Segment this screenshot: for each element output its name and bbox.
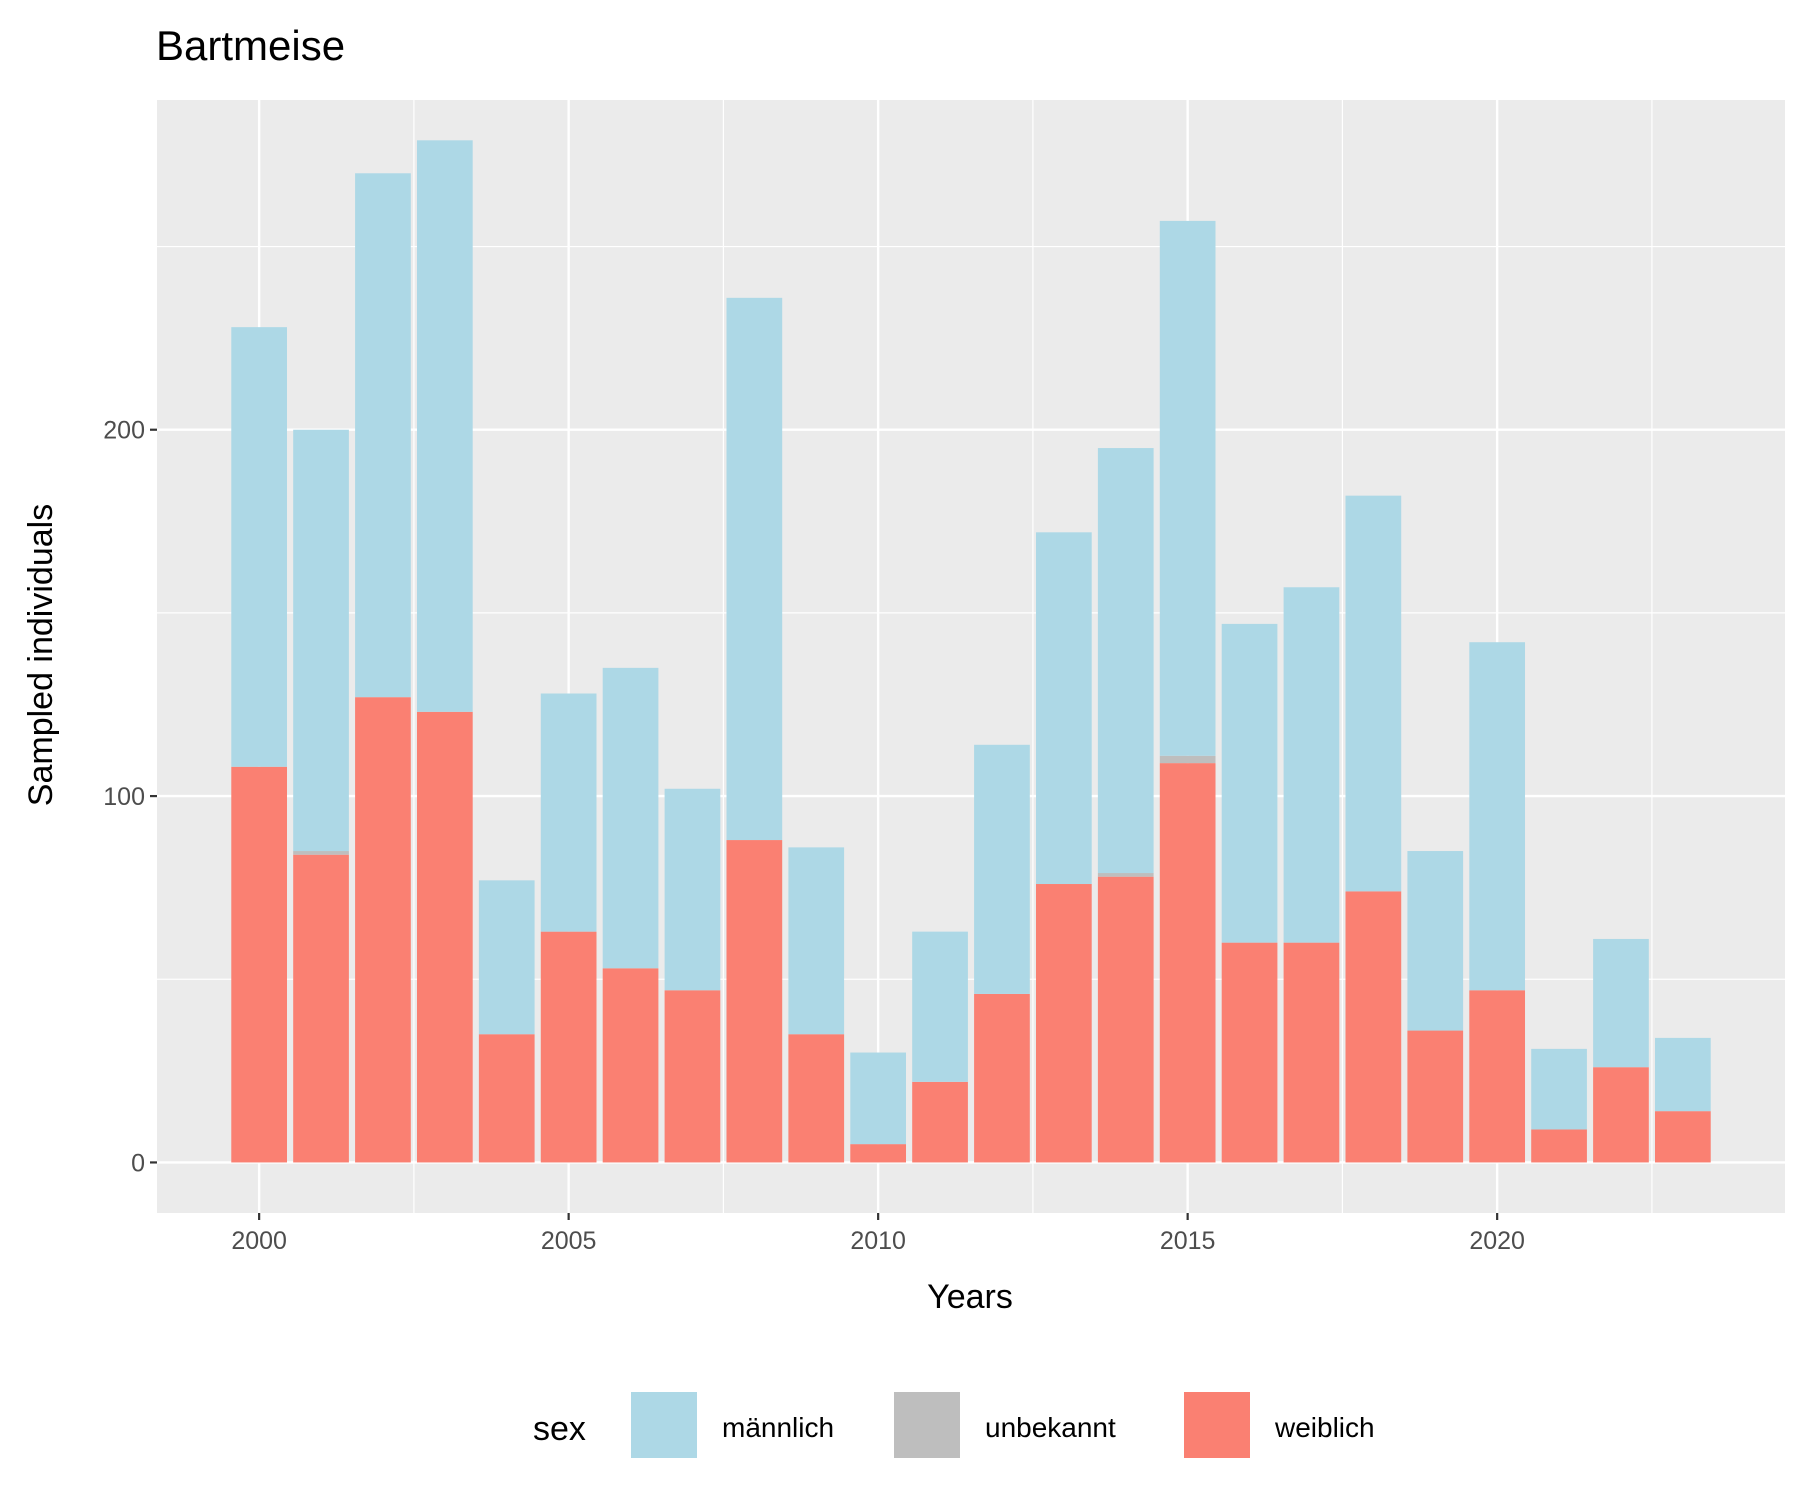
bar-weiblich-2012 [974,993,1030,1163]
bar-weiblich-2004 [478,1034,535,1163]
legend-key-männlich [629,1390,699,1460]
bar-weiblich-2008 [726,840,783,1163]
bar-weiblich-2017 [1283,942,1340,1163]
bar-weiblich-2015 [1159,763,1216,1163]
bar-männlich-2023 [1655,1037,1711,1112]
y-tick-label: 0 [131,1149,145,1177]
bar-weiblich-2002 [355,697,411,1163]
chart-title: Bartmeise [156,22,345,69]
bar-weiblich-2023 [1655,1111,1711,1163]
bar-männlich-2005 [540,693,597,932]
bar-männlich-2006 [602,667,659,969]
bar-weiblich-2000 [231,766,287,1163]
legend-label-männlich: männlich [722,1412,834,1443]
bar-männlich-2003 [416,140,473,712]
y-axis: 0 100 200 [103,417,157,1177]
legend-label-weiblich: weiblich [1274,1412,1375,1443]
bar-weiblich-2003 [416,711,473,1163]
legend-key-weiblich [1182,1390,1252,1460]
bar-männlich-2019 [1407,851,1464,1031]
bar-männlich-2017 [1283,587,1340,943]
bar-männlich-2009 [788,847,845,1035]
bar-weiblich-2021 [1531,1129,1587,1163]
bar-weiblich-2013 [1035,884,1092,1163]
bar-weiblich-2020 [1469,990,1526,1163]
x-axis-title: Years [927,1278,1013,1316]
y-tick-label: 200 [103,417,145,445]
y-axis-title: Sampled individuals [22,504,60,806]
bar-weiblich-2022 [1593,1067,1649,1163]
series-weiblich [231,697,1711,1163]
bar-männlich-2000 [231,327,287,767]
bar-männlich-2007 [664,788,721,991]
bar-männlich-2021 [1531,1048,1587,1130]
plot-panel [157,100,1785,1213]
bar-weiblich-2007 [664,990,721,1163]
bar-männlich-2018 [1345,495,1402,892]
x-tick-label: 2015 [1160,1227,1216,1255]
series-männlich [231,140,1711,1145]
x-tick-label: 2005 [541,1227,597,1255]
x-tick-label: 2020 [1469,1227,1525,1255]
bar-männlich-2016 [1221,623,1278,943]
legend-title: sex [533,1410,586,1448]
bar-männlich-2001 [293,429,349,852]
bar-männlich-2010 [850,1052,907,1145]
bar-weiblich-2006 [602,968,659,1163]
bar-männlich-2004 [478,880,535,1035]
x-tick-label: 2010 [850,1227,906,1255]
bar-weiblich-2010 [850,1144,907,1163]
bar-männlich-2015 [1159,220,1216,756]
legend-label-unbekannt: unbekannt [985,1412,1116,1443]
bar-weiblich-2014 [1097,876,1154,1163]
bar-weiblich-2005 [540,931,597,1163]
bar-männlich-2020 [1469,642,1526,991]
bar-männlich-2008 [726,297,783,841]
series-unbekannt [293,755,1216,877]
bar-weiblich-2019 [1407,1030,1464,1163]
bar-männlich-2011 [912,931,968,1082]
bar-unbekannt-2015 [1159,755,1216,764]
bar-männlich-2022 [1593,938,1649,1068]
bar-unbekannt-2014 [1097,873,1154,877]
bar-weiblich-2009 [788,1034,845,1163]
bar-männlich-2002 [355,173,411,698]
bar-weiblich-2016 [1221,942,1278,1163]
bar-männlich-2012 [974,744,1030,994]
legend-key-unbekannt [892,1390,962,1460]
bar-männlich-2014 [1097,448,1154,874]
bar-weiblich-2018 [1345,891,1402,1163]
bar-weiblich-2011 [912,1081,968,1163]
bar-männlich-2013 [1035,532,1092,885]
x-axis: 2000 2005 2010 2015 2020 [231,1213,1525,1255]
legend: sex männlich unbekannt weiblich [533,1390,1375,1460]
y-tick-label: 100 [103,783,145,811]
bar-unbekannt-2001 [293,851,349,855]
bar-weiblich-2001 [293,854,349,1163]
x-tick-label: 2000 [231,1227,287,1255]
